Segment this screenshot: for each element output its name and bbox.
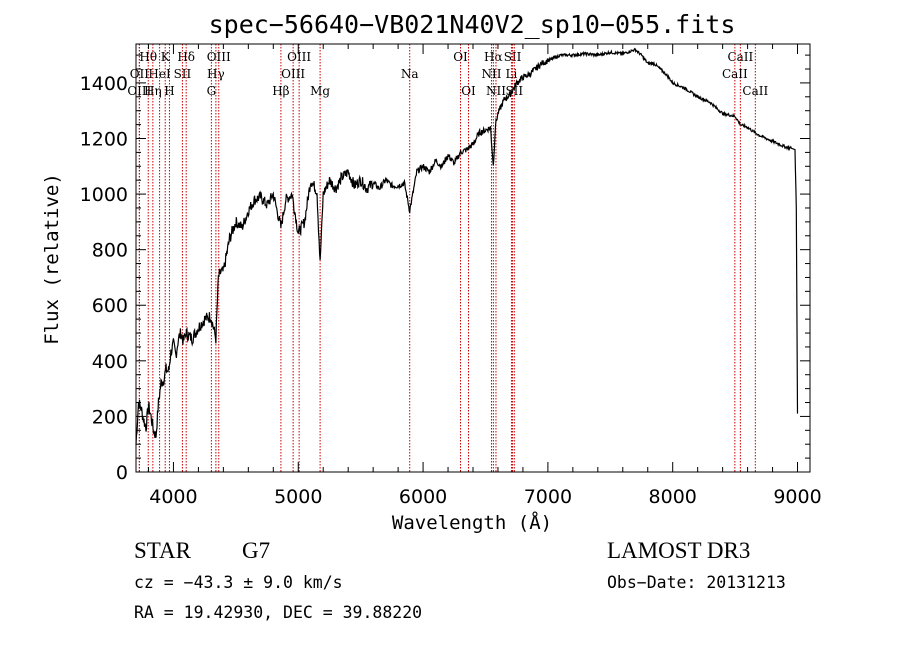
- x-tick-label: 4000: [149, 486, 197, 508]
- spectral-line-label: OIII: [127, 84, 151, 98]
- spectral-line-label: Mg: [310, 84, 330, 98]
- spectral-line-label: Li: [506, 67, 518, 81]
- spectral-line-label: K: [161, 50, 171, 64]
- spectral-line-label: Hβ: [272, 84, 289, 98]
- x-tick-label: 8000: [649, 486, 697, 508]
- observation-date: Obs−Date: 20131213: [607, 573, 786, 592]
- spectral-line-label: CaII: [742, 84, 768, 98]
- object-subclass: G7: [242, 538, 271, 563]
- spectral-line-label: CaII: [722, 67, 748, 81]
- x-axis-label: Wavelength (Å): [392, 511, 552, 534]
- spectral-line-label: Hα: [484, 50, 503, 64]
- spectral-line-label: OIII: [287, 50, 311, 64]
- chart-title: spec−56640−VB021N40V2_sp10−055.fits: [209, 10, 736, 39]
- x-tick-label: 7000: [524, 486, 572, 508]
- spectral-line-label: OIII: [281, 67, 305, 81]
- axis-ticks: 4000 5000 6000 7000 8000 9000 0 200 400 600 800 100…: [80, 44, 822, 508]
- flux-series-line: [135, 47, 799, 445]
- spectral-line-label: Hγ: [207, 67, 225, 81]
- y-tick-label: 600: [92, 295, 128, 317]
- spectral-line-label: SII: [504, 50, 522, 64]
- y-tick-label: 1000: [80, 184, 128, 206]
- spectral-line-label: Hη: [144, 84, 162, 98]
- spectral-line-label: OI: [453, 50, 468, 64]
- spectral-line-label: Hθ: [139, 50, 157, 64]
- x-tick-label: 9000: [773, 486, 821, 508]
- y-tick-label: 1400: [80, 73, 128, 95]
- spectral-line-label: SII: [174, 67, 192, 81]
- y-tick-label: 1200: [80, 128, 128, 150]
- y-tick-label: 200: [92, 406, 128, 428]
- survey-name: LAMOST DR3: [607, 538, 751, 563]
- x-tick-label: 6000: [399, 486, 447, 508]
- x-tick-label: 5000: [274, 486, 322, 508]
- plot-frame: [135, 43, 811, 473]
- spectral-line-label: G: [207, 84, 217, 98]
- spectral-line-label: Hδ: [177, 50, 195, 64]
- spectral-line-label: Na: [401, 67, 419, 81]
- spectral-line-label: NII: [486, 84, 506, 98]
- spectral-line-label: NII: [481, 67, 501, 81]
- spectral-line-label: H: [164, 84, 174, 98]
- spectral-line-label: CaII: [727, 50, 753, 64]
- object-class: STAR: [134, 538, 191, 563]
- y-tick-label: 0: [116, 462, 128, 484]
- coordinates: RA = 19.42930, DEC = 39.88220: [134, 603, 423, 622]
- spectral-line-label: OI: [461, 84, 476, 98]
- spectral-line-label: HeI: [148, 67, 171, 81]
- redshift-velocity: cz = −43.3 ± 9.0 km/s: [134, 573, 343, 592]
- y-axis-label: Flux (relative): [41, 173, 63, 345]
- y-tick-label: 800: [92, 240, 128, 262]
- spectral-line-label: OIII: [207, 50, 231, 64]
- y-tick-label: 400: [92, 351, 128, 373]
